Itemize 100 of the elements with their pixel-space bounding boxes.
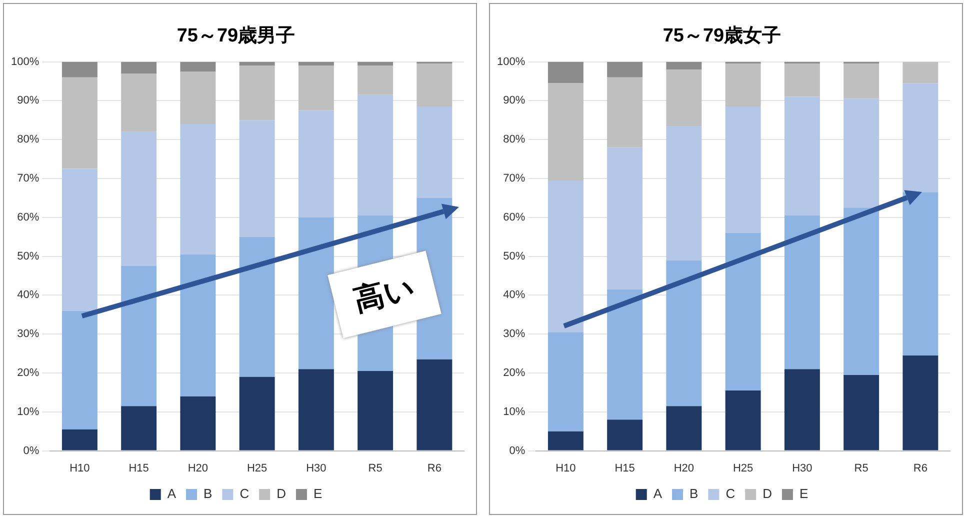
y-tick-label: 60% (503, 211, 526, 224)
bar (239, 376, 275, 450)
bar (298, 369, 334, 450)
x-tick-label: H25 (732, 462, 754, 474)
bar (298, 217, 334, 370)
bar (416, 106, 452, 198)
y-tick-label: 70% (17, 172, 40, 185)
legend-label: B (690, 486, 698, 502)
y-tick-label: 100% (10, 56, 40, 68)
bar (416, 64, 452, 107)
bar (902, 355, 938, 450)
y-tick-label: 90% (17, 94, 40, 107)
bar (607, 77, 643, 148)
bar (666, 126, 702, 260)
bar (548, 83, 584, 180)
bar (666, 260, 702, 406)
legend-label: E (799, 486, 808, 502)
y-tick-label: 100% (496, 56, 526, 68)
legend-label: C (240, 486, 250, 502)
bar (121, 132, 157, 266)
bar (62, 62, 98, 78)
bar (298, 66, 334, 110)
bar (121, 73, 157, 132)
legend-label: A (167, 486, 176, 502)
bar (784, 369, 820, 450)
bar (607, 289, 643, 420)
x-tick-label: H20 (674, 462, 694, 474)
legend-label: A (653, 486, 662, 502)
bar (180, 254, 216, 396)
bar (548, 62, 584, 84)
x-tick-label: H15 (614, 462, 635, 474)
bar (180, 62, 216, 72)
x-tick-label: H10 (556, 462, 576, 474)
y-tick-label: 10% (17, 406, 40, 418)
bar (725, 106, 761, 233)
x-tick-label: H15 (128, 462, 149, 474)
bar (239, 236, 275, 377)
bar (180, 124, 216, 254)
bar (844, 64, 880, 99)
y-tick-label: 80% (17, 134, 40, 146)
x-tick-label: H30 (792, 462, 812, 474)
bar (62, 168, 98, 311)
bar (62, 310, 98, 430)
bar (416, 359, 452, 450)
y-tick-label: 40% (503, 289, 526, 302)
legend-label: D (762, 486, 772, 502)
bar (902, 62, 938, 84)
bar (607, 147, 643, 290)
legend-label: D (276, 486, 286, 502)
bar (607, 62, 643, 78)
bar (666, 62, 702, 70)
bar (358, 371, 394, 450)
y-tick-label: 60% (17, 211, 40, 224)
legend-label: C (726, 486, 736, 502)
y-tick-label: 50% (17, 250, 40, 262)
y-tick-label: 30% (503, 328, 526, 340)
bar (784, 215, 820, 370)
bar (180, 72, 216, 124)
x-tick-label: R5 (368, 462, 382, 474)
y-tick-label: 20% (17, 367, 40, 380)
bar (121, 266, 157, 406)
legend-label: B (204, 486, 212, 502)
y-tick-label: 40% (17, 289, 40, 302)
bar (239, 62, 275, 66)
y-tick-label: 90% (503, 94, 526, 107)
bar (298, 62, 334, 66)
chart-title: 75～79歳男子 (176, 24, 296, 47)
y-tick-label: 0% (23, 444, 40, 457)
x-tick-label: H20 (188, 462, 208, 474)
bar (239, 120, 275, 237)
bar (784, 96, 820, 216)
bar (784, 64, 820, 97)
bar (548, 180, 584, 332)
bar (121, 406, 157, 450)
y-tick-label: 10% (503, 406, 526, 418)
y-tick-label: 30% (17, 328, 40, 340)
y-tick-label: 50% (503, 250, 526, 262)
bar (725, 232, 761, 391)
x-tick-label: R6 (913, 462, 928, 474)
y-tick-label: 0% (509, 444, 526, 457)
bar (666, 70, 702, 126)
bar (239, 66, 275, 120)
bar (725, 64, 761, 107)
x-tick-label: H25 (246, 462, 268, 474)
bar (121, 62, 157, 74)
bar (725, 390, 761, 450)
bar (358, 66, 394, 95)
x-tick-label: R5 (854, 462, 868, 474)
bar (844, 98, 880, 208)
bar (844, 374, 880, 450)
legend-label: E (313, 486, 322, 502)
bar (62, 77, 98, 169)
y-tick-label: 80% (503, 134, 526, 146)
bar (358, 62, 394, 66)
bar (666, 406, 702, 450)
bar (548, 332, 584, 432)
y-tick-label: 20% (503, 367, 526, 380)
x-tick-label: H30 (306, 462, 326, 474)
bar (844, 208, 880, 375)
bar (180, 396, 216, 450)
